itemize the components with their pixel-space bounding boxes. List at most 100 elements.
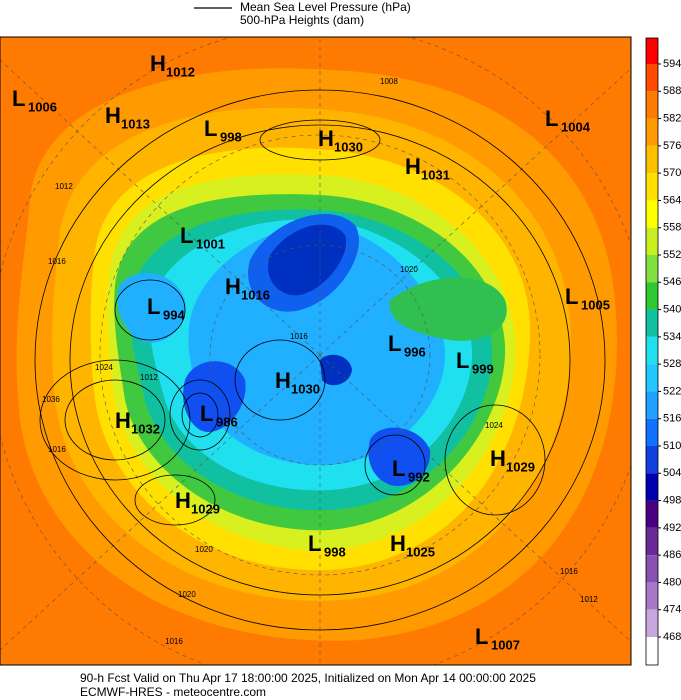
colorbar-segment	[646, 555, 658, 583]
colorbar-tick-label: 492	[663, 522, 681, 534]
center-letter: L	[565, 284, 578, 309]
contour-label: 1020	[178, 590, 196, 599]
colorbar-tick-label: 564	[663, 194, 681, 206]
center-pressure: 994	[163, 307, 185, 322]
footer-line: 90-h Fcst Valid on Thu Apr 17 18:00:00 2…	[80, 671, 536, 685]
legend-label: Mean Sea Level Pressure (hPa)	[240, 0, 411, 14]
center-letter: H	[390, 531, 406, 556]
center-pressure: 1007	[491, 637, 520, 652]
center-pressure: 1004	[561, 119, 591, 134]
colorbar-tick-label: 480	[663, 576, 681, 588]
center-letter: L	[456, 348, 469, 373]
colorbar-segment	[646, 473, 658, 501]
colorbar-frame	[645, 37, 659, 666]
colorbar-tick-label: 540	[663, 303, 681, 315]
colorbar-tick-label: 558	[663, 222, 681, 234]
center-pressure: 1030	[334, 139, 363, 154]
map-field	[0, 37, 631, 665]
center-pressure: 1001	[196, 236, 225, 251]
contour-label: 1008	[380, 77, 398, 86]
center-letter: L	[180, 223, 193, 248]
colorbar-segment	[646, 609, 658, 637]
contour-label: 1016	[48, 257, 66, 266]
center-pressure: 1029	[506, 459, 535, 474]
contour-label: 1012	[580, 595, 598, 604]
colorbar-segment	[646, 173, 658, 201]
center-pressure: 986	[216, 414, 238, 429]
colorbar-segment	[646, 255, 658, 283]
colorbar-tick-label: 504	[663, 467, 681, 479]
colorbar-segment	[646, 309, 658, 337]
colorbar-segment	[646, 500, 658, 528]
center-pressure: 998	[324, 544, 346, 559]
colorbar-segment	[646, 446, 658, 474]
colorbar-segment	[646, 364, 658, 392]
center-letter: H	[150, 51, 166, 76]
colorbar-tick-label: 486	[663, 549, 681, 561]
colorbar-tick-label: 498	[663, 494, 681, 506]
colorbar-tick-label: 522	[663, 385, 681, 397]
contour-label: 1024	[485, 421, 503, 430]
colorbar-segment	[646, 418, 658, 446]
contour-label: 1012	[140, 373, 158, 382]
colorbar-segment	[646, 91, 658, 119]
center-letter: L	[12, 86, 25, 111]
colorbar-segment	[646, 227, 658, 255]
colorbar-tick-label: 546	[663, 276, 681, 288]
contour-label: 1016	[560, 567, 578, 576]
colorbar-tick-label: 516	[663, 413, 681, 425]
colorbar-segment	[646, 336, 658, 365]
center-letter: L	[204, 116, 217, 141]
colorbar-tick-label: 528	[663, 358, 681, 370]
center-letter: L	[475, 624, 488, 649]
center-letter: L	[147, 294, 160, 319]
center-pressure: 1005	[581, 297, 610, 312]
colorbar-segment	[646, 282, 658, 310]
center-letter: L	[392, 456, 405, 481]
colorbar-segment	[646, 38, 658, 64]
footer-line: ECMWF-HRES - meteocentre.com	[80, 685, 266, 699]
center-pressure: 992	[408, 469, 430, 484]
center-pressure: 1029	[191, 501, 220, 516]
colorbar-segment	[646, 391, 658, 419]
colorbar-tick-label: 468	[663, 631, 681, 643]
center-letter: H	[405, 154, 421, 179]
colorbar-segment	[646, 64, 658, 92]
contour-label: 1024	[95, 363, 113, 372]
colorbar-segment	[646, 200, 658, 228]
colorbar-segment	[646, 145, 658, 174]
center-pressure: 1031	[421, 167, 450, 182]
colorbar-segment	[646, 582, 658, 610]
colorbar-tick-label: 582	[663, 112, 681, 124]
center-pressure: 1013	[121, 116, 150, 131]
center-pressure: 1016	[241, 287, 270, 302]
colorbar-tick-label: 552	[663, 249, 681, 261]
center-letter: L	[545, 106, 558, 131]
center-pressure: 1025	[406, 544, 435, 559]
colorbar-tick-label: 588	[663, 85, 681, 97]
center-pressure: 998	[220, 129, 242, 144]
colorbar-segment	[646, 637, 658, 665]
center-pressure: 996	[404, 344, 426, 359]
colorbar-tick-label: 474	[663, 604, 681, 616]
center-pressure: 1006	[28, 99, 57, 114]
center-letter: H	[175, 488, 191, 513]
colorbar-tick-label: 576	[663, 140, 681, 152]
center-letter: H	[115, 408, 131, 433]
center-letter: L	[308, 531, 321, 556]
colorbar-segment	[646, 527, 658, 556]
center-letter: H	[318, 126, 334, 151]
center-pressure: 1012	[166, 64, 195, 79]
center-letter: H	[105, 103, 121, 128]
colorbar-tick-label: 510	[663, 440, 681, 452]
colorbar-segment	[646, 118, 658, 146]
center-letter: H	[490, 446, 506, 471]
center-letter: L	[388, 331, 401, 356]
contour-label: 1020	[400, 265, 418, 274]
center-letter: H	[225, 274, 241, 299]
contour-label: 1016	[48, 445, 66, 454]
contour-label: 1020	[195, 545, 213, 554]
map-frame	[0, 36, 632, 666]
